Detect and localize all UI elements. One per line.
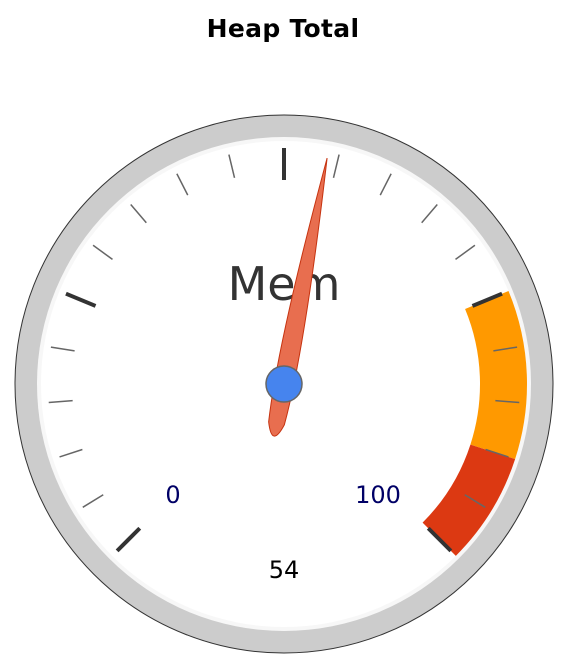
- band-critical: [422, 444, 516, 556]
- band-warning: [465, 291, 527, 460]
- minor-tick: [379, 173, 392, 196]
- major-tick: [471, 291, 503, 308]
- minor-tick: [48, 399, 73, 404]
- minor-tick: [50, 346, 75, 352]
- needle-hub: [265, 365, 303, 403]
- max-label: 100: [355, 481, 401, 509]
- minor-tick: [493, 346, 518, 352]
- minor-tick: [485, 448, 509, 458]
- gauge-label: Mem: [228, 257, 341, 311]
- gauge-bands: [422, 291, 527, 556]
- minor-tick: [332, 154, 340, 179]
- value-label: 54: [269, 556, 300, 584]
- gauge-needle-group: [265, 157, 328, 437]
- minor-tick: [495, 399, 520, 404]
- chart-title: Heap Total: [206, 14, 360, 43]
- minor-tick: [92, 244, 113, 260]
- minor-tick: [421, 204, 438, 224]
- minor-tick: [455, 244, 476, 260]
- major-tick: [426, 526, 453, 553]
- minor-tick: [228, 154, 236, 179]
- minor-tick: [130, 204, 147, 224]
- gauge-ticks: [48, 148, 520, 553]
- min-label: 0: [165, 481, 180, 509]
- minor-tick: [176, 173, 189, 196]
- minor-tick: [464, 494, 486, 508]
- major-tick: [65, 291, 97, 308]
- minor-tick: [82, 494, 104, 508]
- major-tick: [115, 526, 142, 553]
- minor-tick: [59, 448, 83, 458]
